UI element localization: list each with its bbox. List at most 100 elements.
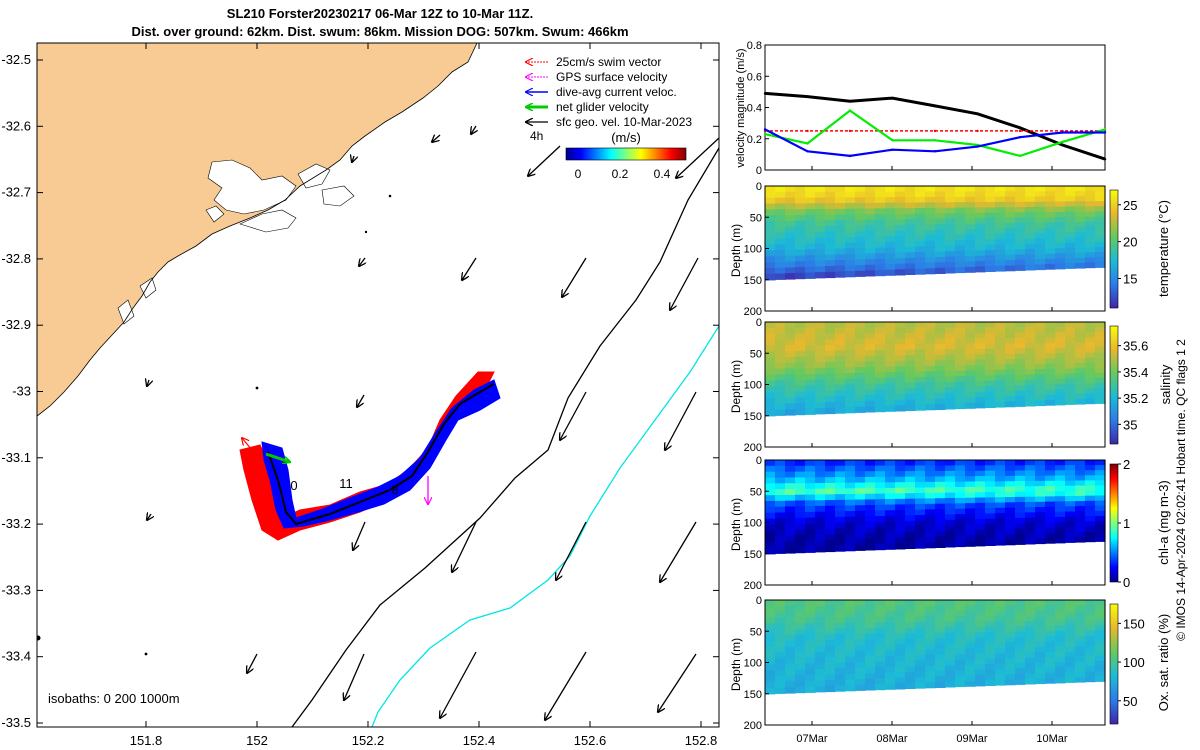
section-cell	[1055, 620, 1066, 627]
section-cell	[805, 546, 816, 553]
section-cell	[905, 252, 916, 259]
section-cell	[1055, 672, 1066, 679]
speed-colorbar-tick: 0	[575, 167, 582, 181]
section-cell	[1085, 322, 1096, 328]
depth-tick-label: 150	[744, 275, 762, 287]
section-cell	[965, 402, 976, 409]
section-cell	[1035, 620, 1046, 627]
section-cell	[1075, 357, 1086, 364]
section-cell	[965, 245, 976, 252]
section-cell	[975, 207, 986, 214]
section-cell	[835, 220, 846, 227]
section-cell	[855, 616, 866, 624]
section-cell	[985, 518, 996, 525]
section-cell	[1005, 610, 1016, 617]
track-label-0: 0	[290, 478, 297, 493]
section-cell	[895, 186, 906, 193]
section-cell	[965, 524, 976, 531]
section-cell	[825, 500, 836, 507]
section-cell	[805, 220, 816, 227]
salinity-colorbar	[1109, 325, 1119, 445]
section-cell	[1085, 661, 1096, 667]
section-cell	[955, 322, 966, 328]
section-cell	[855, 600, 866, 607]
section-cell	[795, 657, 806, 665]
section-cell	[915, 655, 926, 662]
section-cell	[965, 261, 976, 268]
section-cell	[1085, 490, 1096, 497]
section-cell	[955, 659, 966, 666]
section-cell	[895, 383, 906, 390]
section-cell	[925, 671, 936, 678]
section-cell	[1015, 491, 1026, 498]
section-cell	[985, 266, 996, 272]
section-cell	[785, 529, 796, 537]
section-cell	[965, 664, 976, 671]
section-cell	[775, 681, 786, 689]
section-cell	[995, 674, 1006, 681]
section-cell	[1005, 642, 1016, 649]
section-cell	[815, 668, 826, 676]
section-cell	[995, 679, 1006, 686]
section-cell	[995, 460, 1006, 466]
section-cell	[1055, 232, 1066, 239]
section-cell	[895, 405, 906, 412]
section-cell	[835, 401, 846, 408]
section-cell	[825, 220, 836, 227]
section-cell	[905, 197, 916, 204]
section-cell	[955, 481, 966, 488]
section-cell	[1075, 651, 1086, 657]
section-cell	[955, 261, 966, 268]
section-cell	[885, 355, 896, 362]
section-cell	[945, 481, 956, 488]
section-cell	[795, 339, 806, 346]
section-cell	[1095, 191, 1106, 197]
section-cell	[1005, 481, 1016, 488]
section-cell	[1025, 678, 1036, 685]
section-cell	[975, 519, 986, 525]
section-cell	[855, 236, 866, 243]
lat-tick-label: -32.7	[1, 185, 31, 200]
section-cell	[835, 522, 846, 529]
section-cell	[785, 623, 796, 630]
section-cell	[875, 476, 886, 483]
section-cell	[895, 476, 906, 483]
section-cell	[1055, 470, 1066, 477]
section-cell	[785, 605, 796, 613]
section-cell	[825, 465, 836, 472]
section-cell	[815, 528, 826, 536]
section-cell	[1075, 378, 1086, 385]
section-cell	[1035, 480, 1046, 487]
section-cell	[905, 627, 916, 634]
section-cell	[895, 611, 906, 618]
section-cell	[1055, 491, 1066, 497]
velocity-y-tick-label: 0	[756, 165, 762, 177]
section-cell	[895, 230, 906, 237]
section-cell	[785, 460, 796, 467]
section-cell	[835, 605, 846, 612]
section-cell	[955, 267, 966, 274]
section-cell	[885, 504, 896, 511]
section-cell	[985, 513, 996, 520]
section-cell	[975, 524, 986, 531]
section-cell	[925, 224, 936, 231]
section-cell	[875, 242, 886, 249]
section-cell	[1045, 636, 1056, 643]
section-cell	[975, 218, 986, 225]
section-cell	[1005, 359, 1016, 365]
section-cell	[965, 476, 976, 483]
section-cell	[1085, 505, 1096, 512]
section-cell	[1085, 460, 1096, 466]
section-cell	[835, 511, 846, 518]
section-cell	[965, 375, 976, 382]
map-legend: 25cm/s swim vector GPS surface velocity …	[526, 55, 692, 181]
velocity-data-point	[933, 150, 937, 153]
section-cell	[865, 214, 876, 221]
colorbar-tick-label: 25	[1123, 198, 1137, 213]
section-cell	[955, 508, 966, 515]
section-cell	[1025, 233, 1036, 239]
section-cell	[765, 641, 776, 648]
section-cell	[1025, 657, 1036, 664]
section-cell	[1005, 475, 1016, 482]
section-cell	[835, 242, 846, 250]
